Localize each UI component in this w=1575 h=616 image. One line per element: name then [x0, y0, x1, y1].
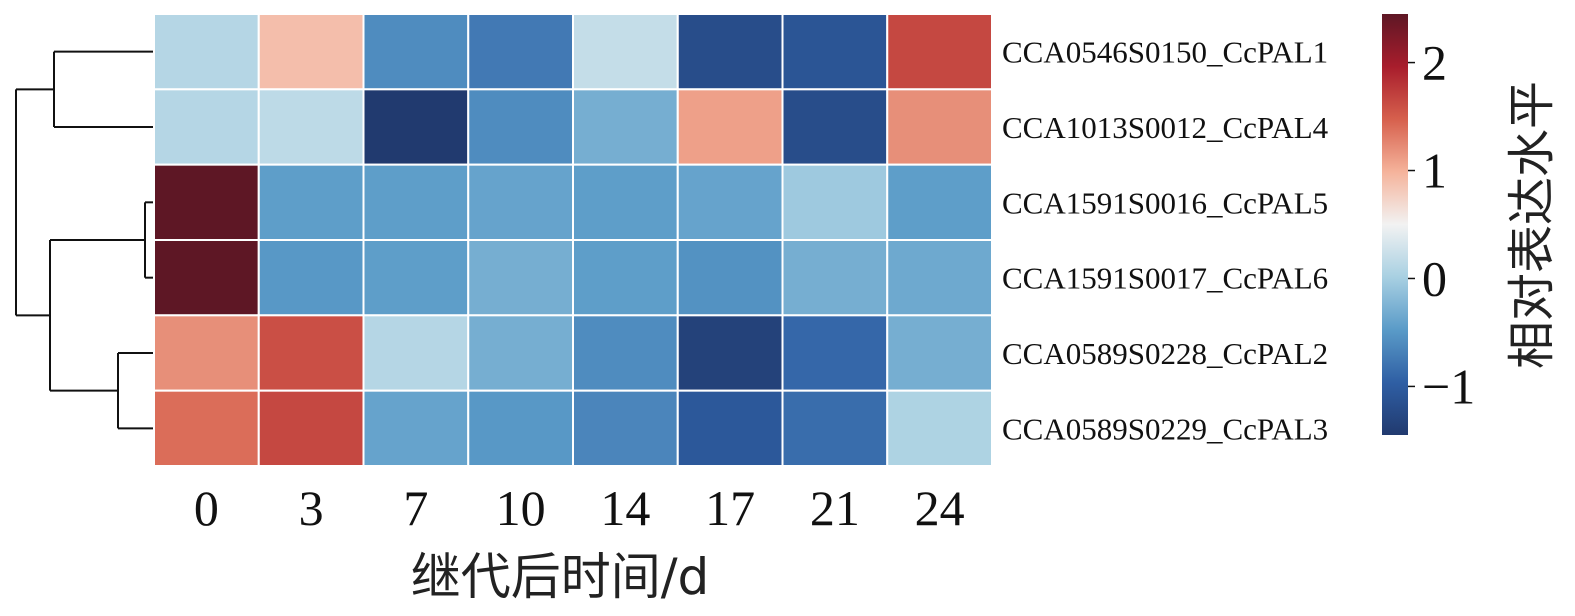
heatmap-cell — [362, 389, 470, 467]
heatmap-cell — [572, 13, 679, 91]
heatmap-cell — [572, 314, 679, 392]
column-label: 0 — [194, 480, 219, 536]
heatmap-cell — [572, 389, 679, 467]
row-labels: CCA0546S0150_CcPAL1 CCA1013S0012_CcPAL4 CC… — [1002, 35, 1329, 447]
heatmap-cell — [886, 13, 993, 91]
column-labels: 0 3 7 10 14 17 21 24 — [194, 480, 965, 536]
heatmap-cell — [781, 163, 889, 242]
colorbar-ticks: −1 0 1 2 — [1408, 35, 1475, 414]
heatmap-cell — [572, 88, 679, 166]
heatmap-cell — [362, 13, 470, 91]
row-label: CCA0589S0229_CcPAL3 — [1002, 411, 1328, 446]
heatmap-cell — [362, 88, 470, 166]
heatmap-cell — [257, 239, 365, 317]
heatmap-cell — [781, 13, 889, 91]
row-label: CCA0589S0228_CcPAL2 — [1002, 336, 1328, 371]
heatmap-cell — [467, 314, 574, 392]
heatmap-cell — [676, 163, 784, 242]
row-label: CCA1591S0016_CcPAL5 — [1002, 185, 1328, 220]
heatmap-cell — [781, 389, 889, 467]
heatmap-cell — [153, 13, 260, 91]
column-label: 7 — [403, 480, 428, 536]
row-label: CCA0546S0150_CcPAL1 — [1002, 35, 1328, 70]
heatmap-cells — [153, 13, 993, 467]
colorbar-tick-label: 1 — [1422, 143, 1447, 199]
heatmap-cell — [572, 163, 679, 242]
column-label: 14 — [600, 480, 650, 536]
colorbar-tick-label: 0 — [1422, 250, 1447, 306]
column-label: 24 — [915, 480, 965, 536]
heatmap-cell — [886, 239, 993, 317]
row-label: CCA1013S0012_CcPAL4 — [1002, 110, 1329, 145]
heatmap-cell — [886, 88, 993, 166]
column-label: 21 — [810, 480, 860, 536]
heatmap-cell — [257, 389, 365, 467]
heatmap-cell — [676, 88, 784, 166]
heatmap-cell — [257, 88, 365, 166]
heatmap-cell — [467, 389, 574, 467]
heatmap-cell — [572, 239, 679, 317]
column-label: 3 — [299, 480, 324, 536]
heatmap-cell — [257, 163, 365, 242]
heatmap-cell — [362, 163, 470, 242]
heatmap-cell — [257, 13, 365, 91]
heatmap-cell — [676, 239, 784, 317]
colorbar-tick-label: −1 — [1422, 358, 1475, 414]
heatmap-cell — [153, 314, 260, 392]
heatmap-cell — [257, 314, 365, 392]
heatmap-cell — [153, 389, 260, 467]
heatmap-cell — [676, 389, 784, 467]
heatmap-cell — [781, 88, 889, 166]
heatmap-cell — [781, 239, 889, 317]
x-axis-title: 继代后时间/d — [411, 548, 710, 606]
row-label: CCA1591S0017_CcPAL6 — [1002, 261, 1328, 296]
column-label: 17 — [705, 480, 755, 536]
colorbar-title: 相对表达水平 — [1504, 81, 1560, 369]
heatmap-cell — [781, 314, 889, 392]
heatmap-cell — [153, 163, 260, 242]
heatmap-cell — [676, 314, 784, 392]
heatmap-cell — [467, 13, 574, 91]
heatmap-cell — [467, 239, 574, 317]
colorbar — [1382, 14, 1408, 435]
heatmap-cell — [153, 88, 260, 166]
heatmap-cell — [886, 163, 993, 242]
heatmap-cell — [886, 314, 993, 392]
row-dendrogram — [15, 50, 154, 430]
heatmap-cell — [153, 239, 260, 317]
heatmap-cell — [467, 163, 574, 242]
colorbar-tick-label: 2 — [1422, 35, 1447, 91]
heatmap-cell — [676, 13, 784, 91]
heatmap-cell — [362, 239, 470, 317]
column-label: 10 — [496, 480, 546, 536]
heatmap-cell — [362, 314, 470, 392]
heatmap-cell — [886, 389, 993, 467]
heatmap-cell — [467, 88, 574, 166]
